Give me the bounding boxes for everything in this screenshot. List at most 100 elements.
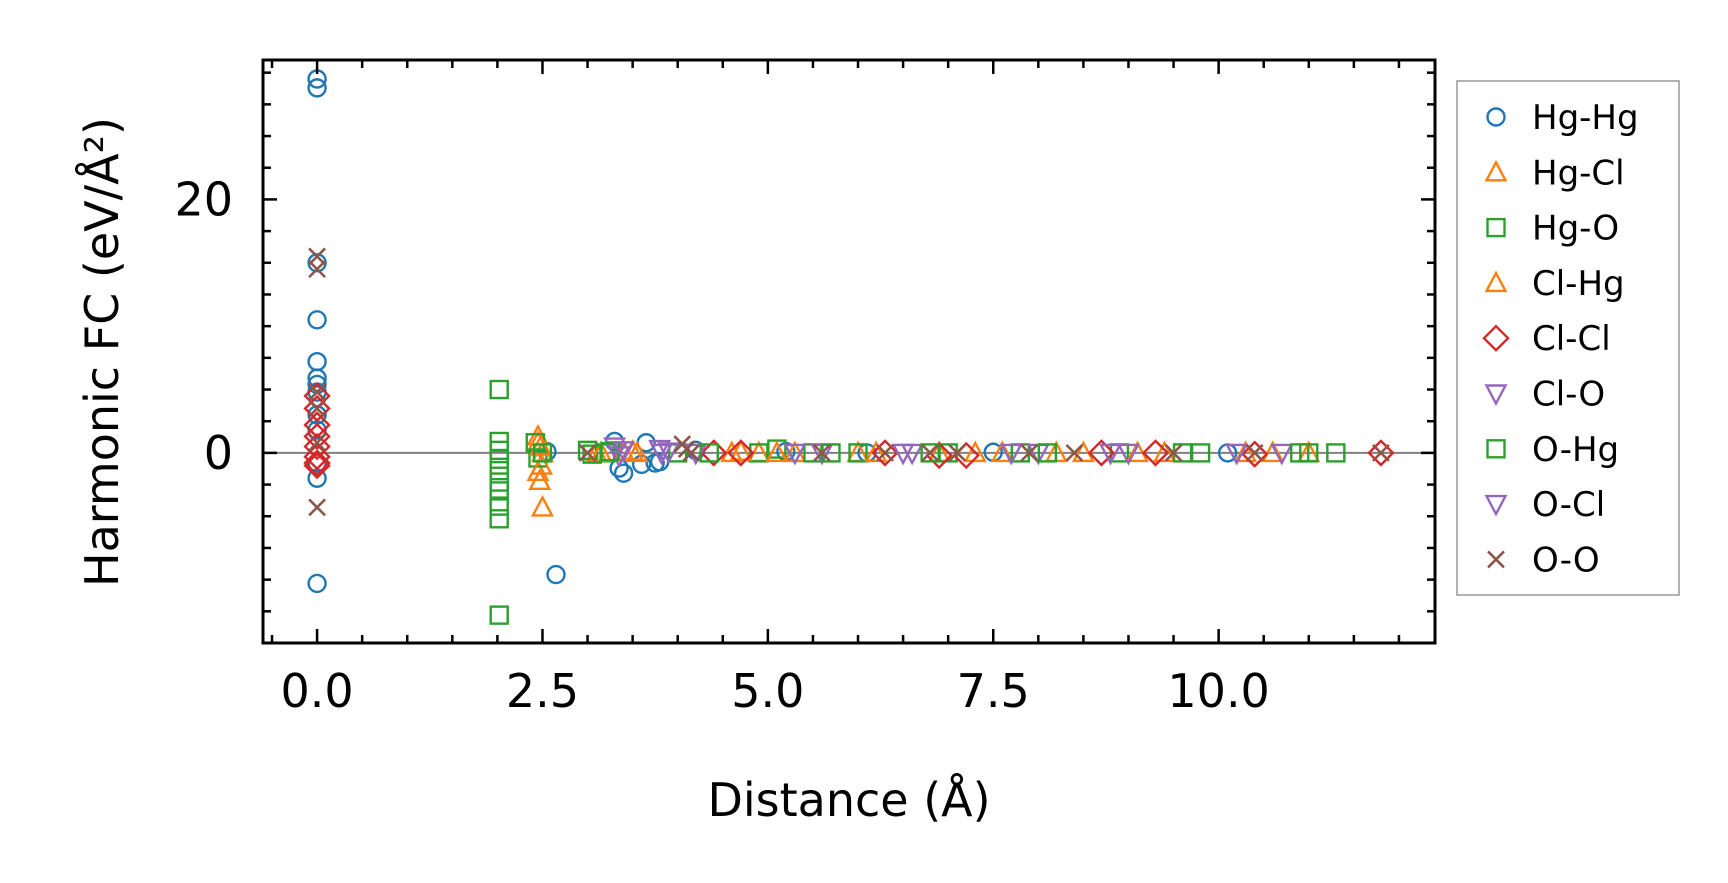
data-point [1367,439,1395,467]
data-point [303,394,331,423]
data-point [1240,440,1269,468]
data-point [307,368,327,388]
data-point [813,443,831,462]
data-point [948,443,967,462]
plot-frame [261,58,1437,645]
data-point [1071,440,1095,463]
data-point [1141,439,1170,467]
data-point [963,440,987,463]
data-point [682,443,701,462]
data-point [303,442,331,471]
legend-label: Hg-O [1532,209,1619,249]
data-point [530,452,554,475]
data-point [1098,443,1122,466]
data-point [1116,443,1140,466]
legend-label: Cl-Hg [1532,264,1625,304]
data-point [649,443,673,466]
legend-item-o-cl: O-Cl [1484,485,1605,525]
legend-item-hg-hg: Hg-Hg [1486,98,1639,138]
x-axis-label: Distance (Å) [707,773,990,827]
data-point [1371,443,1390,462]
legend-label: Hg-Cl [1532,153,1625,193]
legend-item-hg-cl: Hg-Cl [1484,153,1625,193]
legend-marker [1484,159,1508,182]
data-point [546,564,566,585]
data-point [891,443,915,466]
series-o-o [308,247,1390,517]
data-point [303,422,331,451]
data-point [307,310,327,330]
data-point [532,443,553,463]
data-point [489,496,509,516]
data-point [578,443,597,462]
legend-item-cl-hg: Cl-Hg [1484,264,1625,304]
legend-marker [1487,550,1505,569]
data-point [489,605,509,625]
legend-label: O-Cl [1532,485,1605,525]
legend-marker [1484,270,1508,293]
y-tick-label: 20 [174,172,233,226]
data-point [307,573,327,594]
legend-label: Cl-O [1532,375,1605,415]
legend-item-cl-o: Cl-O [1484,375,1605,415]
data-point [489,481,509,501]
data-point [307,78,327,98]
legend-item-hg-o: Hg-O [1486,209,1619,249]
data-point [1020,443,1039,462]
data-point [1126,440,1149,463]
y-axis-label: Harmonic FC (eV/Å²) [75,117,129,587]
data-point [699,443,719,463]
data-point [613,463,634,483]
data-point [848,443,868,463]
data-point [303,449,331,477]
data-point [1225,443,1249,466]
legend: Hg-Hg Hg-Cl Hg-O Cl-Hg Cl-Cl Cl-O O-Hg O-Cl O-O [1456,80,1680,596]
legend-label: O-Hg [1532,430,1619,470]
legend-marker [1486,439,1506,459]
data-point [308,383,327,401]
data-point [921,443,940,462]
data-point [303,411,331,439]
data-point [631,454,652,474]
series-cl-hg [529,433,1285,475]
tick-labels: 0.0 2.5 5.0 7.5 10.0 0 20 [174,172,1269,718]
data-point [303,451,331,480]
legend-label: Hg-Hg [1532,98,1639,138]
data-point [308,247,327,266]
data-point [727,439,755,467]
series-cl-cl [303,382,1395,480]
x-tick-label: 5.0 [731,664,804,718]
data-point [489,449,509,469]
data-point [489,460,509,481]
data-point [1245,443,1264,462]
legend-label: O-O [1532,540,1600,580]
data-point [700,439,728,467]
data-point [1037,443,1058,463]
data-point [657,442,681,465]
x-tick-label: 10.0 [1167,664,1269,718]
data-point [528,448,548,468]
data-point [303,432,331,461]
y-tick-label: 0 [204,426,233,480]
legend-marker [1484,384,1508,407]
data-point [528,468,552,490]
data-point [1087,439,1116,467]
legend-label: Cl-Cl [1532,319,1611,359]
data-point [876,443,894,462]
x-tick-label: 2.5 [506,664,579,718]
data-point [999,443,1023,466]
legend-marker [1486,217,1506,238]
data-point [625,440,649,463]
data-point [1164,443,1183,462]
data-point [990,440,1014,463]
legend-item-o-hg: O-Hg [1486,430,1619,470]
data-point [308,399,327,418]
data-point [1261,440,1285,463]
data-point [1065,443,1084,462]
series-hg-hg [307,69,1238,594]
data-point [871,439,899,467]
data-point [729,439,753,461]
legend-marker [1484,494,1508,517]
data-point [1270,443,1294,466]
